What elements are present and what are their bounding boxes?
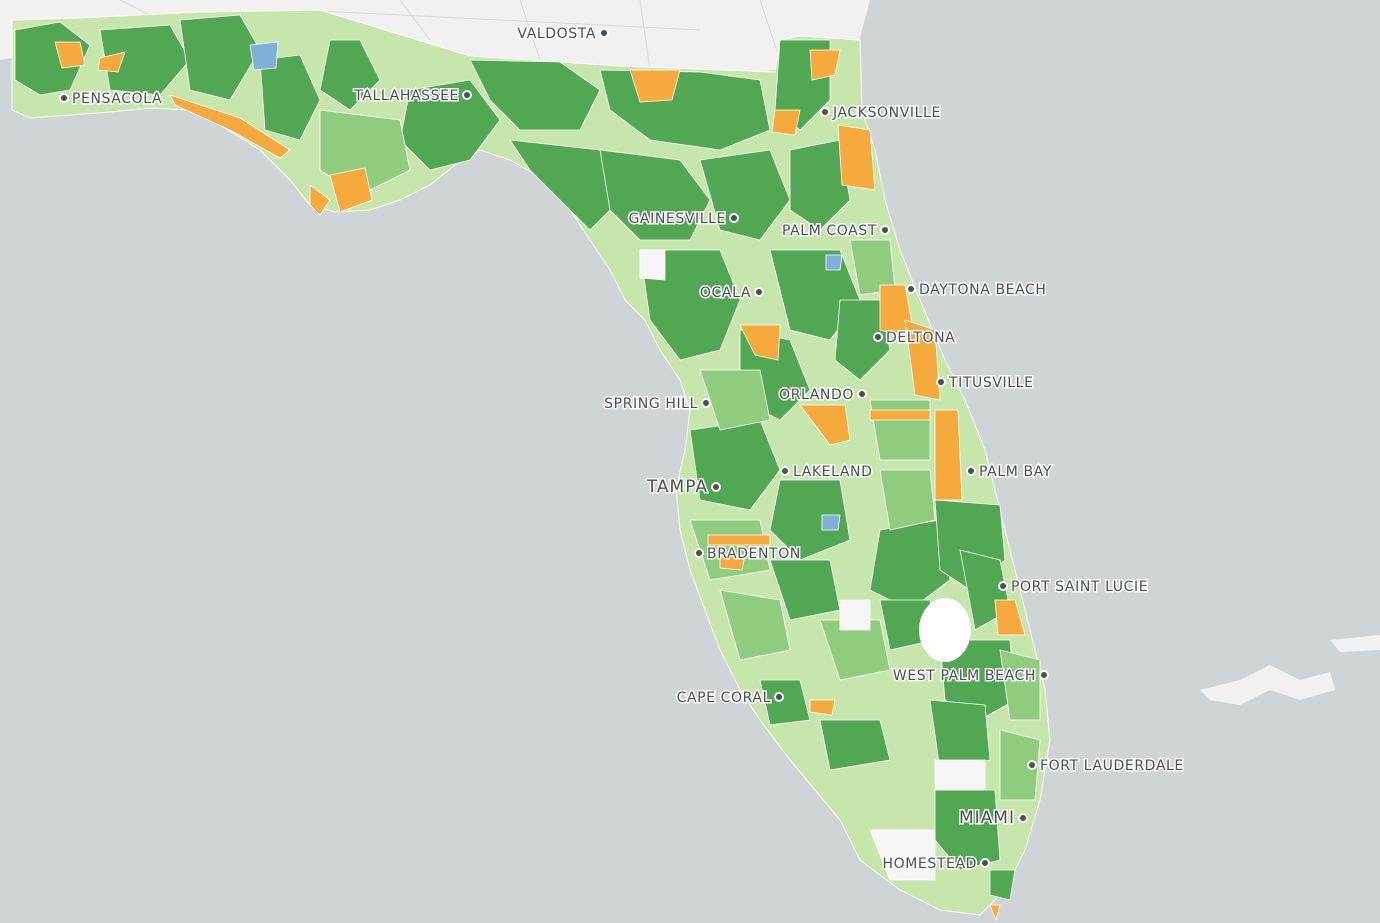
city-dot: [774, 692, 784, 702]
city-dot: [873, 332, 883, 342]
city-tampa[interactable]: TAMPA: [644, 476, 721, 499]
lake-okeechobee: [919, 598, 971, 662]
city-label: TALLAHASSEE: [353, 88, 459, 104]
city-label: FORT LAUDERDALE: [1040, 758, 1184, 774]
no-data-tracts: [639, 249, 986, 881]
city-jacksonville[interactable]: JACKSONVILLE: [820, 104, 942, 123]
city-west-palm-beach[interactable]: WEST PALM BEACH: [891, 667, 1049, 686]
city-label: BRADENTON: [707, 546, 801, 562]
city-dot: [936, 377, 946, 387]
city-fort-lauderdale[interactable]: FORT LAUDERDALE: [1027, 757, 1185, 776]
city-label: CAPE CORAL: [677, 690, 771, 706]
city-lakeland[interactable]: LAKELAND: [780, 463, 873, 482]
city-dot: [880, 225, 890, 235]
city-dot: [857, 389, 867, 399]
city-label: TAMPA: [646, 477, 708, 497]
city-homestead[interactable]: HOMESTEAD: [881, 855, 990, 874]
city-bradenton[interactable]: BRADENTON: [694, 545, 802, 564]
city-titusville[interactable]: TITUSVILLE: [936, 374, 1034, 393]
city-labels: VALDOSTA PENSACOLA TALLAHASSEE JACKSONVILLE…: [59, 25, 1185, 874]
city-dot: [906, 284, 916, 294]
city-dot: [59, 93, 69, 103]
city-palm-coast[interactable]: PALM COAST: [780, 222, 890, 241]
city-label: SPRING HILL: [604, 396, 698, 412]
city-cape-coral[interactable]: CAPE CORAL: [675, 689, 784, 708]
bahamas-island-east: [1330, 635, 1380, 652]
city-label: HOMESTEAD: [882, 856, 977, 872]
city-dot: [1018, 813, 1028, 823]
blue-tracts: [249, 41, 843, 531]
city-dot: [599, 28, 609, 38]
city-daytona-beach[interactable]: DAYTONA BEACH: [906, 281, 1047, 300]
city-label: PALM BAY: [979, 464, 1052, 480]
city-ocala[interactable]: OCALA: [698, 284, 764, 303]
city-port-saint-lucie[interactable]: PORT SAINT LUCIE: [998, 578, 1149, 597]
city-label: MIAMI: [959, 808, 1015, 828]
city-label: OCALA: [700, 285, 751, 301]
city-label: DAYTONA BEACH: [919, 282, 1047, 298]
city-label: PALM COAST: [782, 223, 877, 239]
city-dot: [694, 548, 704, 558]
city-label: TITUSVILLE: [948, 375, 1034, 391]
city-orlando[interactable]: ORLANDO: [778, 386, 867, 405]
orange-tracts: [54, 41, 1026, 922]
city-dot: [729, 213, 739, 223]
city-miami[interactable]: MIAMI: [958, 807, 1028, 830]
city-dot: [998, 581, 1008, 591]
city-dot: [701, 398, 711, 408]
city-label: LAKELAND: [793, 464, 872, 480]
city-label: ORLANDO: [779, 387, 854, 403]
city-label: WEST PALM BEACH: [893, 668, 1036, 684]
city-label: PORT SAINT LUCIE: [1011, 579, 1148, 595]
city-label: DELTONA: [886, 330, 955, 346]
city-label: GAINESVILLE: [628, 211, 726, 227]
city-gainesville[interactable]: GAINESVILLE: [627, 210, 739, 229]
city-palm-bay[interactable]: PALM BAY: [966, 463, 1053, 482]
city-pensacola[interactable]: PENSACOLA: [59, 90, 163, 109]
city-label: PENSACOLA: [72, 91, 162, 107]
city-deltona[interactable]: DELTONA: [873, 329, 956, 348]
city-dot: [462, 90, 472, 100]
city-valdosta[interactable]: VALDOSTA: [516, 25, 609, 44]
city-dot: [754, 287, 764, 297]
city-dot: [1039, 670, 1049, 680]
city-dot: [980, 858, 990, 868]
city-label: JACKSONVILLE: [832, 105, 941, 121]
city-spring-hill[interactable]: SPRING HILL: [603, 395, 711, 414]
city-dot: [780, 466, 790, 476]
city-tallahassee[interactable]: TALLAHASSEE: [352, 87, 472, 106]
city-dot: [966, 466, 976, 476]
city-dot: [711, 482, 721, 492]
city-label: VALDOSTA: [517, 26, 596, 42]
city-dot: [820, 107, 830, 117]
bahamas-island: [1200, 665, 1335, 705]
city-dot: [1027, 760, 1037, 770]
